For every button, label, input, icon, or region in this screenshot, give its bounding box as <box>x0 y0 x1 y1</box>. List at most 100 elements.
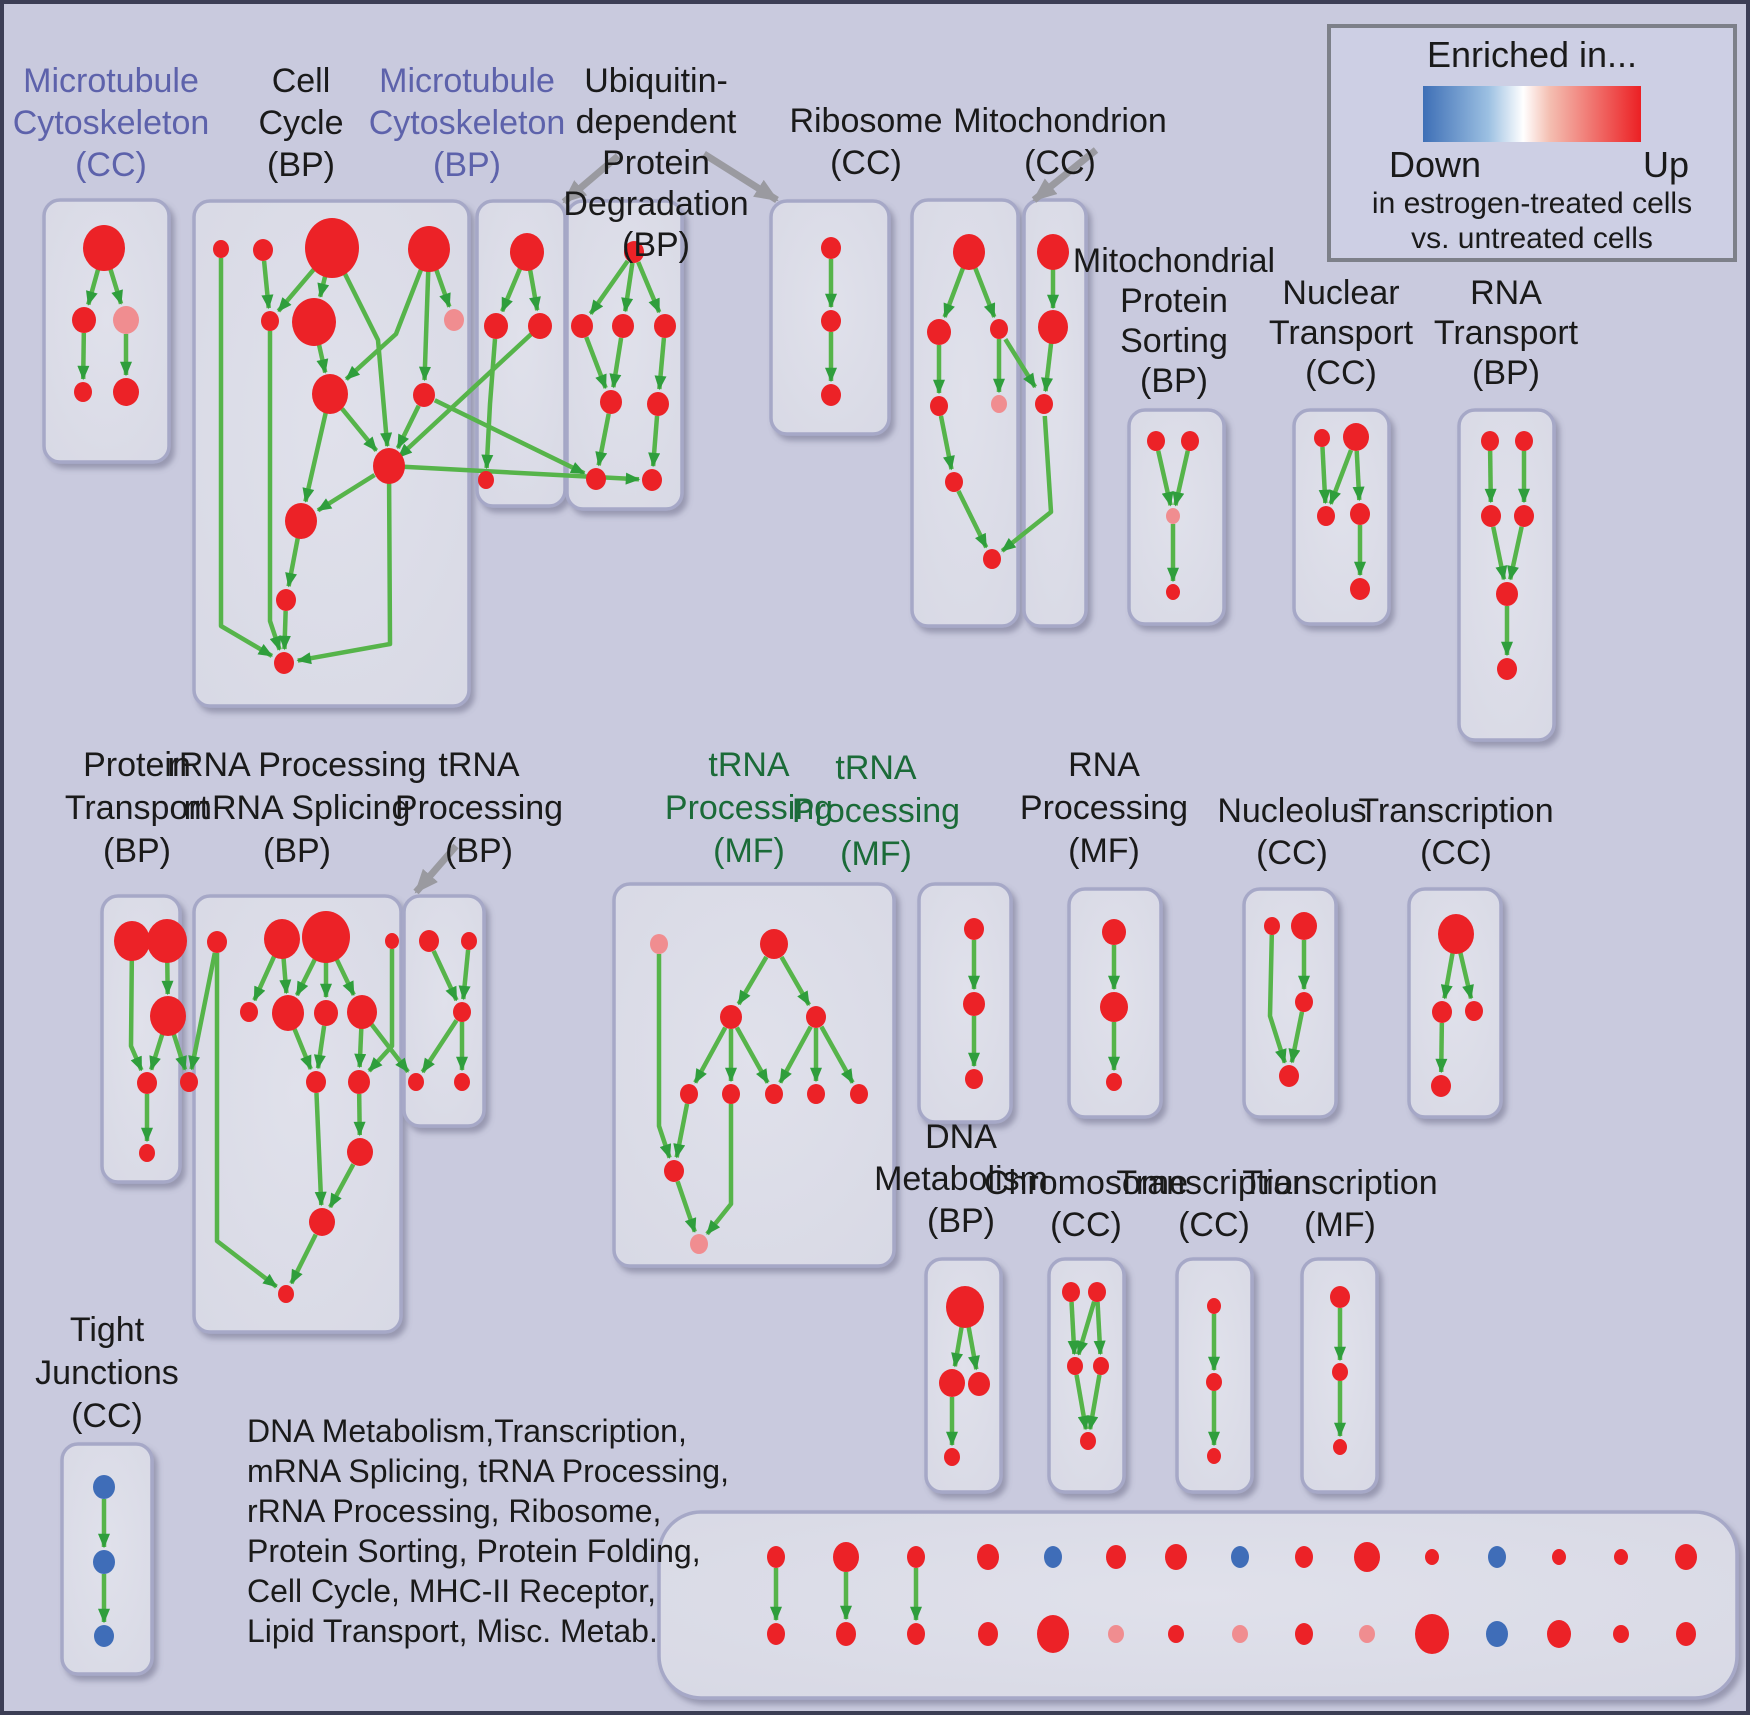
graph-node <box>1080 1432 1096 1450</box>
graph-node <box>454 1073 470 1091</box>
graph-edge-rrna-processing-mrna-splicing-bp <box>353 1093 366 1137</box>
graph-edge-microtubule-cytoskeleton-cc <box>86 268 101 306</box>
graph-node <box>113 378 139 406</box>
graph-node <box>1207 1298 1221 1314</box>
graph-node <box>1675 1544 1697 1570</box>
cluster-label-nuclear-transport-cc: Transport <box>1269 314 1414 352</box>
graph-node <box>765 1084 783 1104</box>
graph-node <box>767 1623 785 1645</box>
graph-node <box>253 239 273 261</box>
graph-edge-cell-cycle-bp <box>317 274 330 298</box>
graph-node <box>305 218 359 278</box>
graph-node <box>240 1002 258 1022</box>
graph-node <box>1486 1621 1508 1647</box>
graph-node <box>1359 1625 1375 1643</box>
graph-edge-trna-processing-mf-1 <box>819 1025 855 1084</box>
graph-edge-cell-cycle-bp <box>316 343 329 374</box>
graph-node <box>1106 1545 1126 1569</box>
graph-node <box>600 390 622 414</box>
graph-node <box>612 314 634 338</box>
graph-node <box>806 1006 826 1028</box>
cluster-label-ubiquitin-dependent-protein-degradation-bp: Degradation <box>563 185 748 223</box>
graph-edge-cell-cycle-bp <box>296 482 393 665</box>
cluster-box-protein-transport-bp <box>100 894 182 1184</box>
graph-edge-nucleolus-cc <box>1288 1011 1305 1064</box>
graph-node <box>1100 992 1128 1022</box>
cluster-label-rna-transport-bp: (BP) <box>1472 354 1540 392</box>
graph-node <box>461 932 477 950</box>
cluster-label-ubiquitin-dependent-protein-degradation-bp: dependent <box>576 103 737 141</box>
cluster-label-cell-cycle-bp: Cell <box>272 62 331 100</box>
graph-node <box>278 1285 294 1303</box>
graph-node <box>680 1084 698 1104</box>
graph-node <box>408 1073 424 1091</box>
graph-edge-trna-processing-mf-1 <box>779 955 811 1006</box>
merged-categories-text-line: Lipid Transport, Misc. Metab. <box>247 1613 658 1649</box>
graph-cross-edge <box>1000 415 1054 553</box>
graph-node <box>261 311 279 331</box>
graph-node <box>945 472 963 492</box>
cluster-box-trna-processing-mf-1 <box>612 882 896 1268</box>
graph-cross-edge <box>433 398 586 476</box>
legend-gradient-bar <box>1423 86 1641 142</box>
cluster-label-protein-transport-bp: (BP) <box>103 832 171 870</box>
graph-edge-chromosome-cc <box>1086 1374 1102 1431</box>
graph-node <box>907 1623 925 1645</box>
graph-node <box>302 911 350 963</box>
graph-node <box>347 1138 373 1166</box>
graph-node <box>1295 992 1313 1012</box>
graph-node <box>180 1072 198 1092</box>
graph-edge-ubiquitin-dependent-protein-degradation-bp <box>654 337 667 391</box>
graph-node <box>650 934 668 954</box>
graph-edge-ribosome-cc <box>938 415 955 471</box>
graph-edge-ubiquitin-dependent-protein-degradation-bp <box>609 337 624 389</box>
graph-node <box>347 995 377 1029</box>
graph-node <box>1481 505 1501 527</box>
cluster-label-nucleolus-cc: Nucleolus <box>1217 792 1366 830</box>
graph-edge-transcription-cc <box>1435 1022 1448 1074</box>
graph-node <box>983 549 1001 569</box>
graph-node <box>93 1550 115 1574</box>
graph-node <box>1350 578 1370 600</box>
cluster-label-rrna-processing-mrna-splicing-bp: (BP) <box>263 832 331 870</box>
graph-node <box>1044 1546 1062 1568</box>
graph-node <box>1350 503 1370 525</box>
graph-edge-trna-processing-mf-1 <box>736 955 769 1006</box>
cluster-label-mitochondrial-protein-sorting-bp: (BP) <box>1140 362 1208 400</box>
graph-node <box>1062 1282 1080 1302</box>
graph-node <box>1343 423 1369 451</box>
graph-cross-edge <box>1003 337 1038 389</box>
merged-categories-text-line: rRNA Processing, Ribosome, <box>247 1493 661 1529</box>
graph-node <box>1497 658 1517 680</box>
graph-edge-cell-cycle-bp <box>418 270 431 382</box>
graph-node <box>1295 1546 1313 1568</box>
graph-edge-rrna-processing-mrna-splicing-bp <box>292 1027 313 1071</box>
graph-node <box>309 1208 335 1236</box>
go-enrichment-network-figure: Microtubule Cytoskeleton (CC) Cell Cycle (BP)… <box>13 62 1739 1700</box>
graph-node <box>944 1448 960 1466</box>
graph-node <box>722 1084 740 1104</box>
graph-node <box>821 237 841 259</box>
graph-node <box>1431 1075 1451 1097</box>
graph-edge-rrna-processing-mrna-splicing-bp <box>294 958 317 997</box>
graph-edge-trna-processing-mf-1 <box>675 1180 697 1233</box>
graph-node <box>807 1084 825 1104</box>
cluster-box-merged-bottom-panel <box>657 1510 1739 1700</box>
graph-edge-chromosome-cc <box>1067 1301 1080 1356</box>
cluster-label-microtubule-cytoskeleton-cc: (CC) <box>75 146 147 184</box>
graph-node <box>1231 1546 1249 1568</box>
cluster-label-chromosome-cc: (CC) <box>1050 1206 1122 1244</box>
cluster-label-mitochondrial-protein-sorting-bp: Mitochondrial <box>1073 242 1275 280</box>
graph-edge-rrna-processing-mrna-splicing-bp <box>354 1027 367 1069</box>
graph-edge-trna-processing-bp <box>420 1019 459 1074</box>
graph-node <box>74 382 92 402</box>
graph-node <box>1481 431 1499 451</box>
graph-edge-cell-cycle-bp <box>267 331 282 651</box>
graph-edge-rrna-processing-mrna-splicing-bp <box>334 958 356 996</box>
graph-edge-trna-processing-mf-1 <box>656 954 672 1159</box>
legend-box: Enriched in... Down Up in estrogen-treat… <box>1327 24 1737 262</box>
cluster-label-tight-junctions-cc: Tight <box>70 1311 145 1349</box>
graph-edge-trna-processing-mf-1 <box>734 1026 770 1084</box>
cluster-label-dna-metabolism-bp: (BP) <box>927 1202 995 1240</box>
graph-node <box>1432 1001 1452 1023</box>
